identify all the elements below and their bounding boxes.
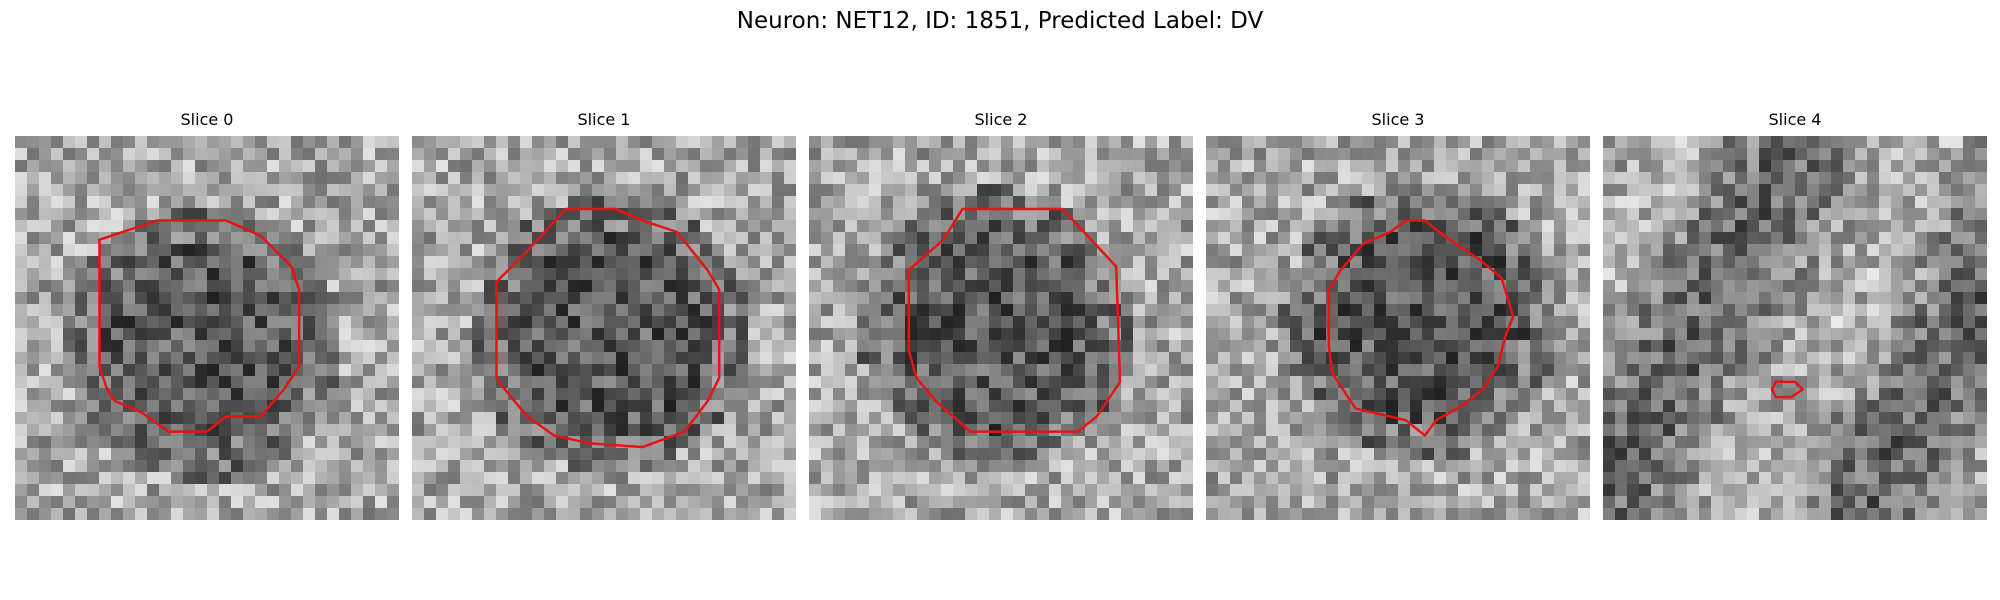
slice-panel-3: Slice 3 [1206, 108, 1590, 520]
slice-title-0: Slice 0 [180, 110, 234, 129]
segmentation-contour [907, 207, 1122, 433]
slice-panel-2: Slice 2 [809, 108, 1193, 520]
slice-panel-0: Slice 0 [15, 108, 399, 520]
slice-title-4: Slice 4 [1768, 110, 1822, 129]
slice-image-2 [809, 136, 1193, 520]
slice-image-3 [1206, 136, 1590, 520]
slice-image-1 [412, 136, 796, 520]
slice-title-2: Slice 2 [974, 110, 1028, 129]
figure-title: Neuron: NET12, ID: 1851, Predicted Label… [736, 8, 1264, 34]
slice-image-4 [1603, 136, 1987, 520]
slice-panel-1: Slice 1 [412, 108, 796, 520]
slice-panel-4: Slice 4 [1603, 108, 1987, 520]
segmentation-contour [495, 207, 721, 449]
segmentation-contour [1327, 219, 1515, 437]
slice-image-0 [15, 136, 399, 520]
slice-title-1: Slice 1 [577, 110, 631, 129]
slice-title-3: Slice 3 [1371, 110, 1425, 129]
segmentation-contour [98, 219, 301, 433]
segmentation-contour [1770, 380, 1804, 399]
